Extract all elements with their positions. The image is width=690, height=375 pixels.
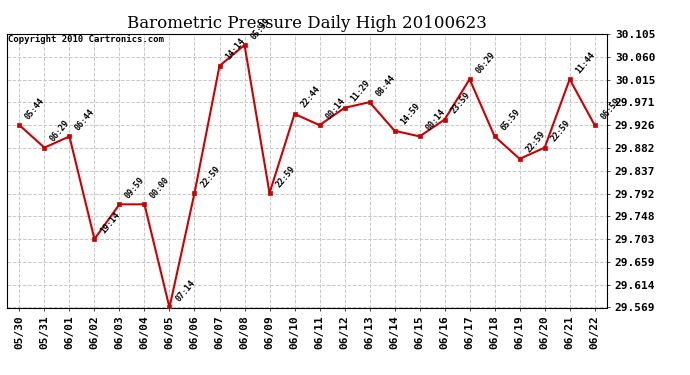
Text: 00:14: 00:14 [424,107,446,132]
Text: Copyright 2010 Cartronics.com: Copyright 2010 Cartronics.com [8,35,164,44]
Text: 14:14: 14:14 [224,37,246,62]
Text: 00:00: 00:00 [148,175,172,200]
Text: 65:59: 65:59 [499,107,522,132]
Text: 05:44: 05:44 [23,96,46,121]
Text: 22:59: 22:59 [199,164,221,189]
Title: Barometric Pressure Daily High 20100623: Barometric Pressure Daily High 20100623 [127,15,487,32]
Text: 11:44: 11:44 [574,50,597,75]
Text: 22:59: 22:59 [274,164,297,189]
Text: 08:44: 08:44 [374,73,397,98]
Text: 23:59: 23:59 [448,90,472,116]
Text: 06:29: 06:29 [474,50,497,75]
Text: 09:59: 09:59 [124,175,146,200]
Text: 07:14: 07:14 [174,278,197,303]
Text: 22:59: 22:59 [549,118,572,144]
Text: 06:44: 06:44 [74,107,97,132]
Text: 06:29: 06:29 [48,118,72,144]
Text: 22:44: 22:44 [299,85,322,110]
Text: 11:29: 11:29 [348,79,372,104]
Text: 22:59: 22:59 [524,130,546,155]
Text: 19:14: 19:14 [99,210,121,235]
Text: 14:59: 14:59 [399,102,422,127]
Text: 06:59: 06:59 [599,96,622,121]
Text: 05:59: 05:59 [248,16,272,41]
Text: 00:14: 00:14 [324,96,346,121]
